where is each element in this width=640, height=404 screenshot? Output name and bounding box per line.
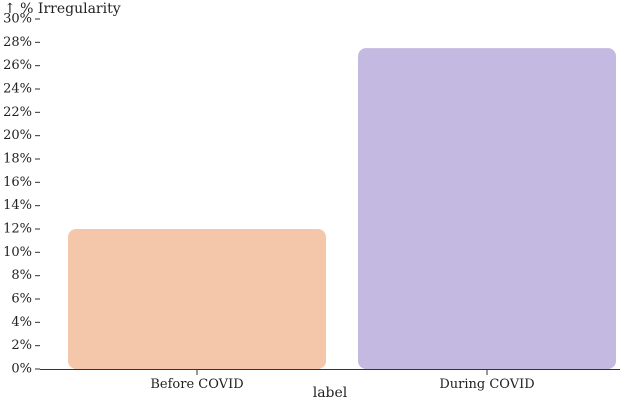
y-tick-label: 24% <box>3 82 32 97</box>
bar-during-covid <box>358 48 616 370</box>
y-tick-label: 20% <box>3 128 32 143</box>
y-tick-label: 12% <box>3 222 32 237</box>
y-tick-label: 8% <box>11 268 32 283</box>
y-tick-label: 2% <box>11 338 32 353</box>
y-axis: 0% 2% 4% 6% 8% 10% 12% 14% 16% 18% 20% 22% 24% 26% 28%… <box>3 12 40 377</box>
y-tick-label: 4% <box>11 315 32 330</box>
x-axis-title: label <box>313 385 348 400</box>
y-axis-title: ↑ % Irregularity <box>4 1 121 17</box>
y-tick-label: 26% <box>3 58 32 73</box>
y-tick-label: 16% <box>3 175 32 190</box>
y-tick-label: 0% <box>11 362 32 377</box>
y-tick-label: 22% <box>3 105 32 120</box>
x-tick-label: During COVID <box>439 377 534 392</box>
x-axis: Before COVID During COVID <box>40 369 620 392</box>
y-tick-label: 10% <box>3 245 32 260</box>
y-tick-label: 14% <box>3 198 32 213</box>
x-tick-label: Before COVID <box>150 377 243 392</box>
y-tick-label: 18% <box>3 152 32 167</box>
bar-before-covid <box>68 229 326 369</box>
y-tick-label: 6% <box>11 292 32 307</box>
y-tick-label: 28% <box>3 35 32 50</box>
bars-group <box>68 48 616 370</box>
y-tick-label: 30% <box>3 12 32 27</box>
